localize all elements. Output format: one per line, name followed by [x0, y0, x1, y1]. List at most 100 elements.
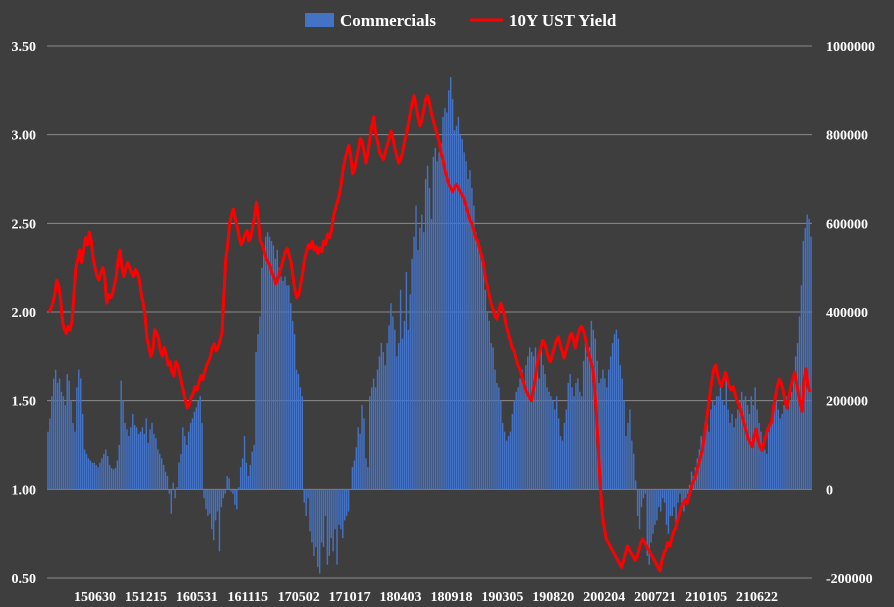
commercials-bar	[442, 116, 444, 490]
commercials-bar	[168, 489, 171, 494]
commercials-bar	[444, 108, 446, 490]
commercials-bar	[270, 241, 273, 490]
commercials-bar	[606, 387, 608, 490]
commercials-bar	[660, 489, 662, 512]
commercials-bar	[735, 418, 737, 490]
commercials-bar	[353, 460, 356, 490]
commercials-bar	[604, 378, 606, 490]
commercials-bar	[162, 464, 165, 490]
commercials-bar	[328, 489, 331, 556]
commercials-bar	[394, 329, 396, 490]
commercials-bar	[66, 374, 68, 490]
commercials-bar	[634, 480, 637, 490]
commercials-bar	[577, 378, 579, 490]
commercials-bar	[453, 130, 456, 490]
commercials-bar	[509, 431, 512, 490]
commercials-bar	[698, 449, 700, 490]
commercials-bar	[779, 418, 781, 490]
commercials-bar	[746, 405, 749, 490]
commercials-bar	[195, 407, 198, 490]
commercials-bar	[311, 489, 313, 543]
x-tick-label: 210622	[736, 590, 778, 605]
yield-line-path	[47, 94, 812, 573]
commercials-bar	[478, 249, 481, 490]
commercials-bar	[79, 378, 82, 490]
commercials-bar	[667, 489, 670, 534]
left-tick-label: 3.00	[12, 129, 37, 144]
commercials-bar	[259, 316, 261, 490]
commercials-bar	[315, 489, 317, 547]
commercials-bar	[652, 489, 654, 534]
commercials-bar	[56, 382, 59, 490]
commercials-bar	[278, 267, 280, 490]
commercials-bar	[301, 396, 304, 490]
commercials-bar	[648, 489, 650, 565]
commercials-bar	[170, 489, 173, 514]
commercials-bar	[70, 400, 72, 490]
commercials-bar	[712, 400, 714, 490]
left-tick-label: 1.00	[12, 483, 37, 498]
commercials-bar	[309, 489, 311, 532]
commercials-bar	[274, 258, 277, 490]
commercials-bar	[677, 489, 679, 503]
commercials-bar	[342, 489, 344, 539]
commercials-bar	[540, 343, 542, 490]
commercials-bar	[347, 489, 350, 512]
commercials-bar	[461, 139, 463, 490]
commercials-bar	[60, 391, 63, 490]
commercials-bar	[95, 464, 97, 490]
commercials-bar	[397, 343, 400, 490]
commercials-bar	[178, 462, 180, 490]
commercials-bar	[561, 440, 564, 490]
right-tick-label: 400000	[826, 306, 868, 321]
commercials-bar	[133, 425, 136, 490]
commercials-bar	[679, 489, 681, 494]
commercials-bar	[54, 369, 57, 490]
commercials-bar	[438, 152, 440, 490]
commercials-bar	[255, 351, 257, 490]
commercials-bar	[654, 489, 656, 525]
commercials-bar	[623, 400, 625, 490]
commercials-bar	[411, 258, 413, 490]
commercials-bar	[473, 205, 475, 490]
commercials-bar	[550, 396, 552, 490]
commercials-bar	[234, 489, 236, 505]
commercials-bar	[282, 280, 284, 490]
commercials-bar	[519, 378, 521, 490]
commercials-bar	[340, 489, 342, 530]
commercials-bar	[448, 90, 450, 490]
commercials-bar	[789, 400, 791, 490]
commercials-bar	[640, 489, 643, 508]
commercials-bar	[212, 489, 215, 541]
commercials-bar	[451, 99, 454, 490]
commercials-bar	[740, 391, 743, 490]
commercials-bar	[155, 438, 157, 490]
commercials-bar	[299, 387, 302, 490]
commercials-bar	[673, 489, 675, 508]
commercials-bar	[806, 214, 808, 490]
commercials-bar	[744, 396, 747, 490]
commercials-bar	[665, 489, 668, 525]
commercials-bar	[758, 422, 760, 490]
commercials-bar	[513, 400, 516, 490]
commercials-bar	[609, 356, 612, 490]
commercials-bar	[527, 356, 529, 490]
commercials-bar	[164, 471, 167, 490]
commercials-bar	[525, 365, 527, 490]
commercials-bar	[725, 378, 727, 490]
commercials-bar	[286, 285, 288, 490]
commercials-bar	[257, 334, 259, 490]
right-tick-label: 600000	[826, 217, 868, 232]
commercials-bar	[717, 396, 720, 490]
commercials-bar	[748, 413, 751, 490]
commercials-bar	[729, 422, 731, 490]
commercials-bar	[197, 400, 199, 490]
commercials-bar	[663, 489, 666, 503]
commercials-bar	[739, 400, 741, 490]
commercials-bar	[785, 396, 787, 490]
commercials-bar	[207, 489, 209, 516]
commercials-bar	[145, 418, 147, 490]
commercials-bar	[174, 489, 176, 499]
commercials-bar	[507, 436, 510, 490]
